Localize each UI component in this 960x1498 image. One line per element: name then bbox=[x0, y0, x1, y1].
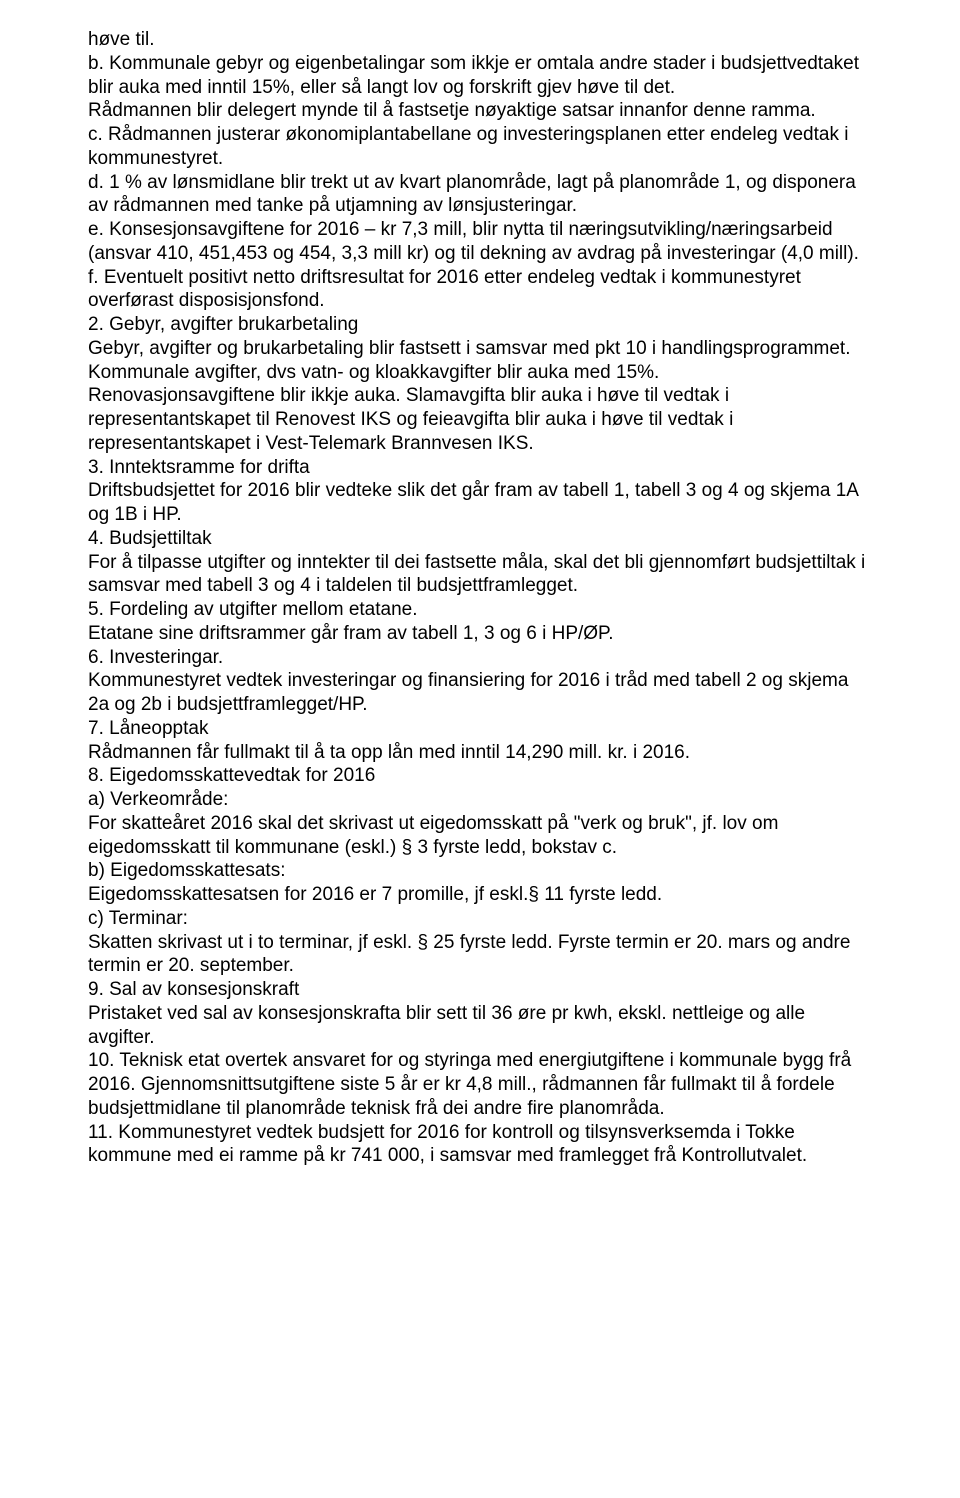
paragraph: høve til. bbox=[88, 28, 872, 52]
paragraph: Renovasjonsavgiftene blir ikkje auka. Sl… bbox=[88, 384, 872, 455]
paragraph: a) Verkeområde: bbox=[88, 788, 872, 812]
paragraph: c. Rådmannen justerar økonomiplantabella… bbox=[88, 123, 872, 171]
paragraph: Driftsbudsjettet for 2016 blir vedteke s… bbox=[88, 479, 872, 527]
paragraph: 5. Fordeling av utgifter mellom etatane. bbox=[88, 598, 872, 622]
paragraph: 7. Låneopptak bbox=[88, 717, 872, 741]
paragraph: Rådmannen blir delegert mynde til å fast… bbox=[88, 99, 872, 123]
paragraph: 6. Investeringar. bbox=[88, 646, 872, 670]
paragraph: 8. Eigedomsskattevedtak for 2016 bbox=[88, 764, 872, 788]
paragraph: Kommunestyret vedtek investeringar og fi… bbox=[88, 669, 872, 717]
paragraph: Skatten skrivast ut i to terminar, jf es… bbox=[88, 931, 872, 979]
paragraph: 11. Kommunestyret vedtek budsjett for 20… bbox=[88, 1121, 872, 1169]
paragraph: For å tilpasse utgifter og inntekter til… bbox=[88, 551, 872, 599]
paragraph: 2. Gebyr, avgifter brukarbetaling bbox=[88, 313, 872, 337]
paragraph: Eigedomsskattesatsen for 2016 er 7 promi… bbox=[88, 883, 872, 907]
paragraph: Gebyr, avgifter og brukarbetaling blir f… bbox=[88, 337, 872, 385]
paragraph: 4. Budsjettiltak bbox=[88, 527, 872, 551]
paragraph: c) Terminar: bbox=[88, 907, 872, 931]
paragraph: 10. Teknisk etat overtek ansvaret for og… bbox=[88, 1049, 872, 1120]
paragraph: Rådmannen får fullmakt til å ta opp lån … bbox=[88, 741, 872, 765]
paragraph: 3. Inntektsramme for drifta bbox=[88, 456, 872, 480]
paragraph: f. Eventuelt positivt netto driftsresult… bbox=[88, 266, 872, 314]
paragraph: b) Eigedomsskattesats: bbox=[88, 859, 872, 883]
paragraph: Etatane sine driftsrammer går fram av ta… bbox=[88, 622, 872, 646]
document-page: høve til.b. Kommunale gebyr og eigenbeta… bbox=[0, 0, 960, 1498]
paragraph: d. 1 % av lønsmidlane blir trekt ut av k… bbox=[88, 171, 872, 219]
paragraph: b. Kommunale gebyr og eigenbetalingar so… bbox=[88, 52, 872, 100]
paragraph: 9. Sal av konsesjonskraft bbox=[88, 978, 872, 1002]
paragraph: Pristaket ved sal av konsesjonskrafta bl… bbox=[88, 1002, 872, 1050]
paragraph: e. Konsesjonsavgiftene for 2016 – kr 7,3… bbox=[88, 218, 872, 266]
paragraph: For skatteåret 2016 skal det skrivast ut… bbox=[88, 812, 872, 860]
